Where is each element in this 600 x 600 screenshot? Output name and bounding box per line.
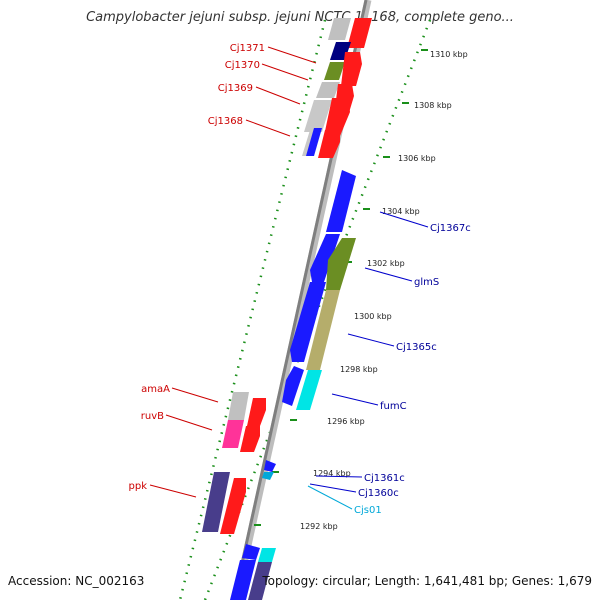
tick-label: 1310 kbp <box>430 50 468 59</box>
gene-feature <box>318 130 340 158</box>
gene-label-reverse: Cj1367c <box>430 223 471 234</box>
gene-feature <box>296 370 322 410</box>
gene-feature <box>222 420 244 448</box>
gene-label-reverse: fumC <box>380 401 407 412</box>
leader-line-rna <box>307 485 353 510</box>
gene-feature <box>220 478 246 534</box>
gene-feature <box>247 398 266 426</box>
gene-feature <box>324 62 345 80</box>
gene-feature <box>326 238 356 290</box>
ruler-inner <box>178 19 327 600</box>
tick-label: 1298 kbp <box>340 365 378 374</box>
feature-track-middle <box>282 170 356 410</box>
gene-feature <box>341 52 362 86</box>
gene-label-forward: Cj1370 <box>225 60 260 71</box>
gene-feature <box>290 282 326 362</box>
gene-label-forward: Cj1371 <box>230 43 265 54</box>
gene-feature <box>202 472 230 532</box>
topology-text: Topology: circular; Length: 1,641,481 bp… <box>262 574 592 588</box>
gene-feature <box>316 82 340 98</box>
leader-lines-reverse <box>309 211 429 493</box>
tick-label: 1302 kbp <box>367 259 405 268</box>
gene-label-reverse: Cj1365c <box>396 342 437 353</box>
tick-label: 1308 kbp <box>414 101 452 110</box>
map-title: Campylobacter jejuni subsp. jejuni NCTC … <box>86 10 514 25</box>
tick-label: 1294 kbp <box>313 469 351 478</box>
gene-feature <box>326 170 356 232</box>
tick-label: 1296 kbp <box>327 417 365 426</box>
leader-lines-forward <box>149 46 317 498</box>
gene-feature <box>264 460 276 472</box>
tick-label: 1306 kbp <box>398 154 436 163</box>
gene-label-forward: amaA <box>141 384 170 395</box>
gene-label-forward: Cj1369 <box>218 83 253 94</box>
tick-label: 1292 kbp <box>300 522 338 531</box>
gene-feature <box>304 100 332 132</box>
gene-label-forward: ruvB <box>141 411 164 422</box>
gene-feature <box>262 472 274 480</box>
gene-feature <box>306 290 340 370</box>
gene-feature <box>230 560 256 600</box>
gene-feature <box>258 548 276 562</box>
gene-feature <box>310 234 340 282</box>
gene-feature <box>328 18 351 40</box>
gene-label-forward: Cj1368 <box>208 116 243 127</box>
gene-feature <box>240 426 260 452</box>
feature-track-top <box>302 18 372 158</box>
gene-label-rna: Cjs01 <box>354 505 382 516</box>
gene-label-reverse: Cj1360c <box>358 488 399 499</box>
gene-label-reverse: glmS <box>414 277 439 288</box>
gene-label-forward: ppk <box>129 481 148 492</box>
tick-label: 1304 kbp <box>382 207 420 216</box>
tick-label: 1300 kbp <box>354 312 392 321</box>
gene-feature <box>306 128 322 156</box>
feature-track-lower <box>202 392 276 600</box>
gene-feature <box>248 562 272 600</box>
accession-text: Accession: NC_002163 <box>8 574 145 588</box>
gene-feature <box>347 18 372 48</box>
gene-feature <box>282 366 304 406</box>
gene-label-reverse: Cj1361c <box>364 473 405 484</box>
gene-feature <box>228 392 249 420</box>
gene-feature <box>242 544 260 560</box>
gene-feature <box>324 98 350 136</box>
